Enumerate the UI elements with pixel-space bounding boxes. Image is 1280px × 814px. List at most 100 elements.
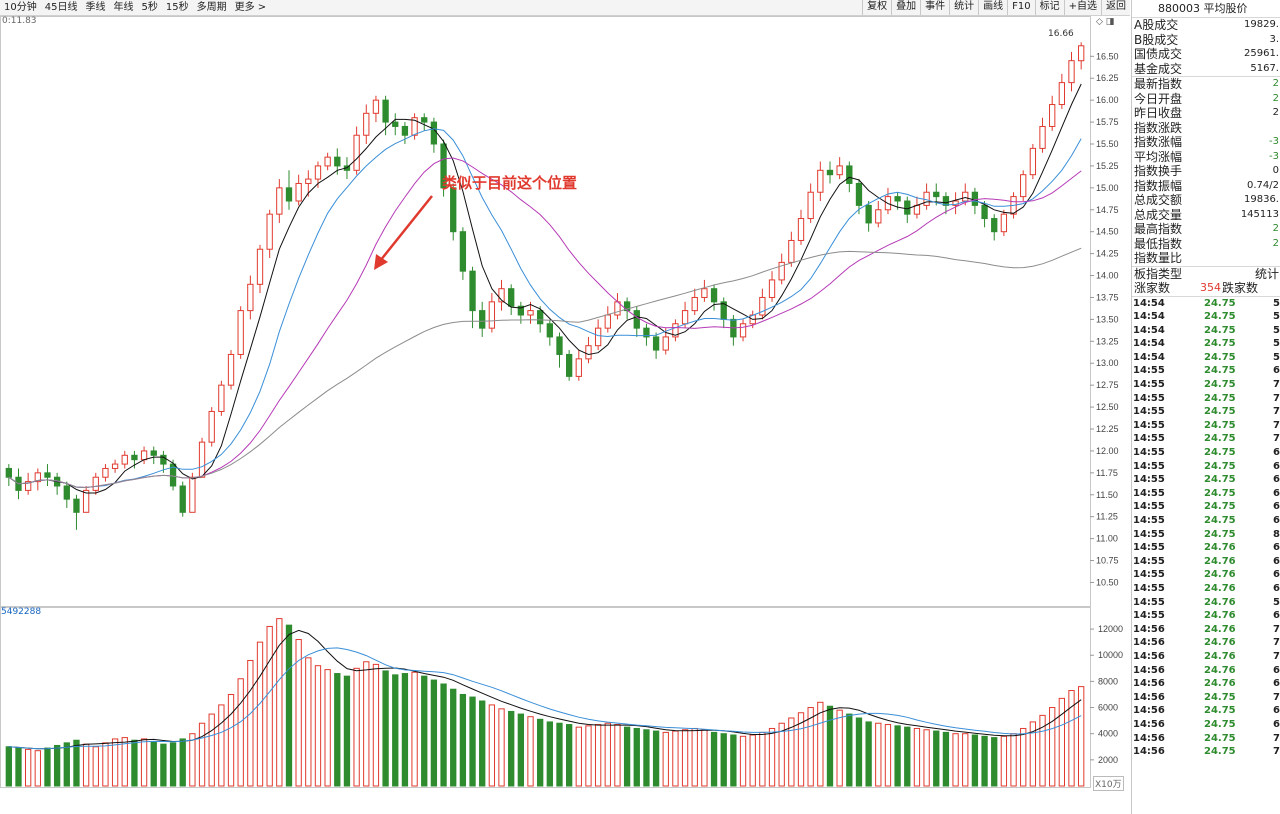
tick-row: 14:56 24.75 7. <box>1132 745 1280 759</box>
candle-body <box>652 336 660 351</box>
candle-body <box>73 498 80 513</box>
tick-price: 24.75 <box>1204 324 1236 336</box>
volume-axis-label: 12000 <box>1098 624 1123 634</box>
kline-chart-canvas[interactable]: 16.50 16.25 16.00 15.75 15.50 15.25 15.00 14.75… <box>0 16 1130 814</box>
candle-body <box>382 99 389 123</box>
index-stat-value: 5167. <box>1250 62 1279 74</box>
chart-toolbar: 10分钟 45日线 季线 年线 5秒 15秒 多周期 更多 > 复权 叠加 事件 统计 画线 F10 标记… <box>0 0 1130 16</box>
volume-bar <box>440 683 447 787</box>
candle-body <box>314 165 322 180</box>
candle-body <box>488 301 496 329</box>
period-tab[interactable]: 季线 <box>85 2 106 13</box>
index-stat-value: 145113 <box>1240 208 1279 220</box>
tick-price: 24.75 <box>1204 705 1236 717</box>
candle-body <box>44 472 51 478</box>
candle-body <box>759 296 766 316</box>
volume-bar <box>672 730 679 787</box>
tick-time: 14:55 <box>1133 555 1165 567</box>
price-axis-label: 12.75 <box>1096 380 1119 390</box>
period-tab[interactable]: 5秒 <box>141 2 158 13</box>
volume-bar <box>121 737 128 787</box>
tick-time: 14:54 <box>1133 338 1165 350</box>
index-stat-row: 今日开盘 2 <box>1132 92 1280 107</box>
candle-body <box>565 353 573 377</box>
index-stat-value: 19829. <box>1244 19 1279 30</box>
volume-bar <box>305 657 312 787</box>
toolbar-button[interactable]: 叠加 <box>891 0 920 15</box>
volume-bar <box>527 716 534 787</box>
toolbar-button[interactable]: 返回 <box>1101 0 1130 15</box>
period-tab[interactable]: 更多 > <box>234 2 267 13</box>
volume-bar <box>295 639 302 787</box>
tick-time: 14:55 <box>1133 379 1165 391</box>
toolbar-button[interactable]: 统计 <box>949 0 978 15</box>
index-stat-row: 最新指数 2 <box>1132 77 1280 92</box>
candle-body <box>479 310 486 329</box>
toolbar-button[interactable]: 标记 <box>1034 0 1064 15</box>
volume-bar <box>469 696 476 787</box>
price-axis-label: 12.50 <box>1096 402 1119 412</box>
tick-price: 24.76 <box>1204 569 1236 581</box>
tick-row: 14:55 24.75 7. <box>1132 432 1280 446</box>
toolbar-button[interactable]: F10 <box>1007 0 1034 15</box>
candle-body <box>421 117 428 123</box>
toolbar-button[interactable]: 事件 <box>920 0 949 15</box>
candle-body <box>1049 104 1056 127</box>
volume-bar <box>459 693 467 787</box>
tick-time: 14:54 <box>1133 311 1165 323</box>
tick-list[interactable]: 14:5424.755.14:5424.755.14:5424.755.14:5… <box>1132 297 1280 759</box>
volume-bar <box>382 670 389 787</box>
period-tab[interactable]: 15秒 <box>165 2 189 13</box>
toolbar-button[interactable]: +自选 <box>1063 0 1101 15</box>
candle-body <box>469 270 476 312</box>
volume-bar <box>575 726 582 787</box>
volume-bar <box>952 733 959 787</box>
tick-volume: 6. <box>1273 487 1280 499</box>
period-tab[interactable]: 45日线 <box>44 2 78 13</box>
period-tab[interactable]: 年线 <box>113 2 134 13</box>
volume-bar <box>788 717 795 787</box>
volume-ma5-line <box>8 629 1082 750</box>
board-type-value: 统计 <box>1254 266 1279 281</box>
price-axis-label: 14.50 <box>1096 227 1119 237</box>
toolbar-button[interactable]: 画线 <box>978 0 1007 15</box>
chart-settings-icon[interactable]: ◇ ◨ <box>1096 17 1115 27</box>
tick-row: 14:54 24.75 5. <box>1132 351 1280 365</box>
tick-row: 14:55 24.76 6. <box>1132 582 1280 596</box>
index-stat-value: 0.74/2 <box>1247 179 1279 191</box>
toolbar-button[interactable]: 复权 <box>862 0 891 15</box>
volume-bar <box>710 731 718 787</box>
candle-body <box>1058 82 1066 106</box>
volume-bar <box>411 671 418 787</box>
volume-axis-label: 2000 <box>1098 755 1118 765</box>
tick-price: 24.76 <box>1204 555 1236 567</box>
annotation-arrowhead <box>374 254 388 270</box>
volume-bar <box>1029 721 1037 787</box>
period-tab[interactable]: 10分钟 <box>4 2 37 13</box>
kline-chart[interactable]: 16.50 16.25 16.00 15.75 15.50 15.25 15.00 14.75… <box>0 16 1130 814</box>
volume-bar <box>517 713 525 787</box>
index-stat-row: 基金成交 5167. <box>1132 62 1280 77</box>
volume-bar <box>962 733 969 787</box>
volume-bar <box>537 718 544 787</box>
index-stat-label: 指数涨跌 <box>1134 120 1183 135</box>
candle-body <box>198 441 206 478</box>
candle-body <box>662 336 669 351</box>
period-tab[interactable]: 多周期 <box>196 2 227 13</box>
candle-body <box>923 191 930 206</box>
volume-bar <box>508 710 515 787</box>
tick-volume: 6. <box>1273 555 1280 567</box>
tick-volume: 5. <box>1273 311 1280 323</box>
volume-unit-label: X10万 <box>1093 776 1124 791</box>
volume-bar <box>846 713 853 787</box>
tick-time: 14:54 <box>1133 351 1165 363</box>
price-axis-label: 15.00 <box>1096 183 1119 193</box>
tick-volume: 6. <box>1273 678 1280 690</box>
index-stat-label: B股成交 <box>1134 32 1179 47</box>
index-stat-label: 最低指数 <box>1134 236 1183 251</box>
volume-axis-label: 6000 <box>1098 703 1118 713</box>
tick-volume: 7. <box>1273 623 1280 635</box>
tick-volume: 6. <box>1273 718 1280 730</box>
candle-body <box>169 463 177 487</box>
tick-price: 24.76 <box>1204 678 1236 690</box>
